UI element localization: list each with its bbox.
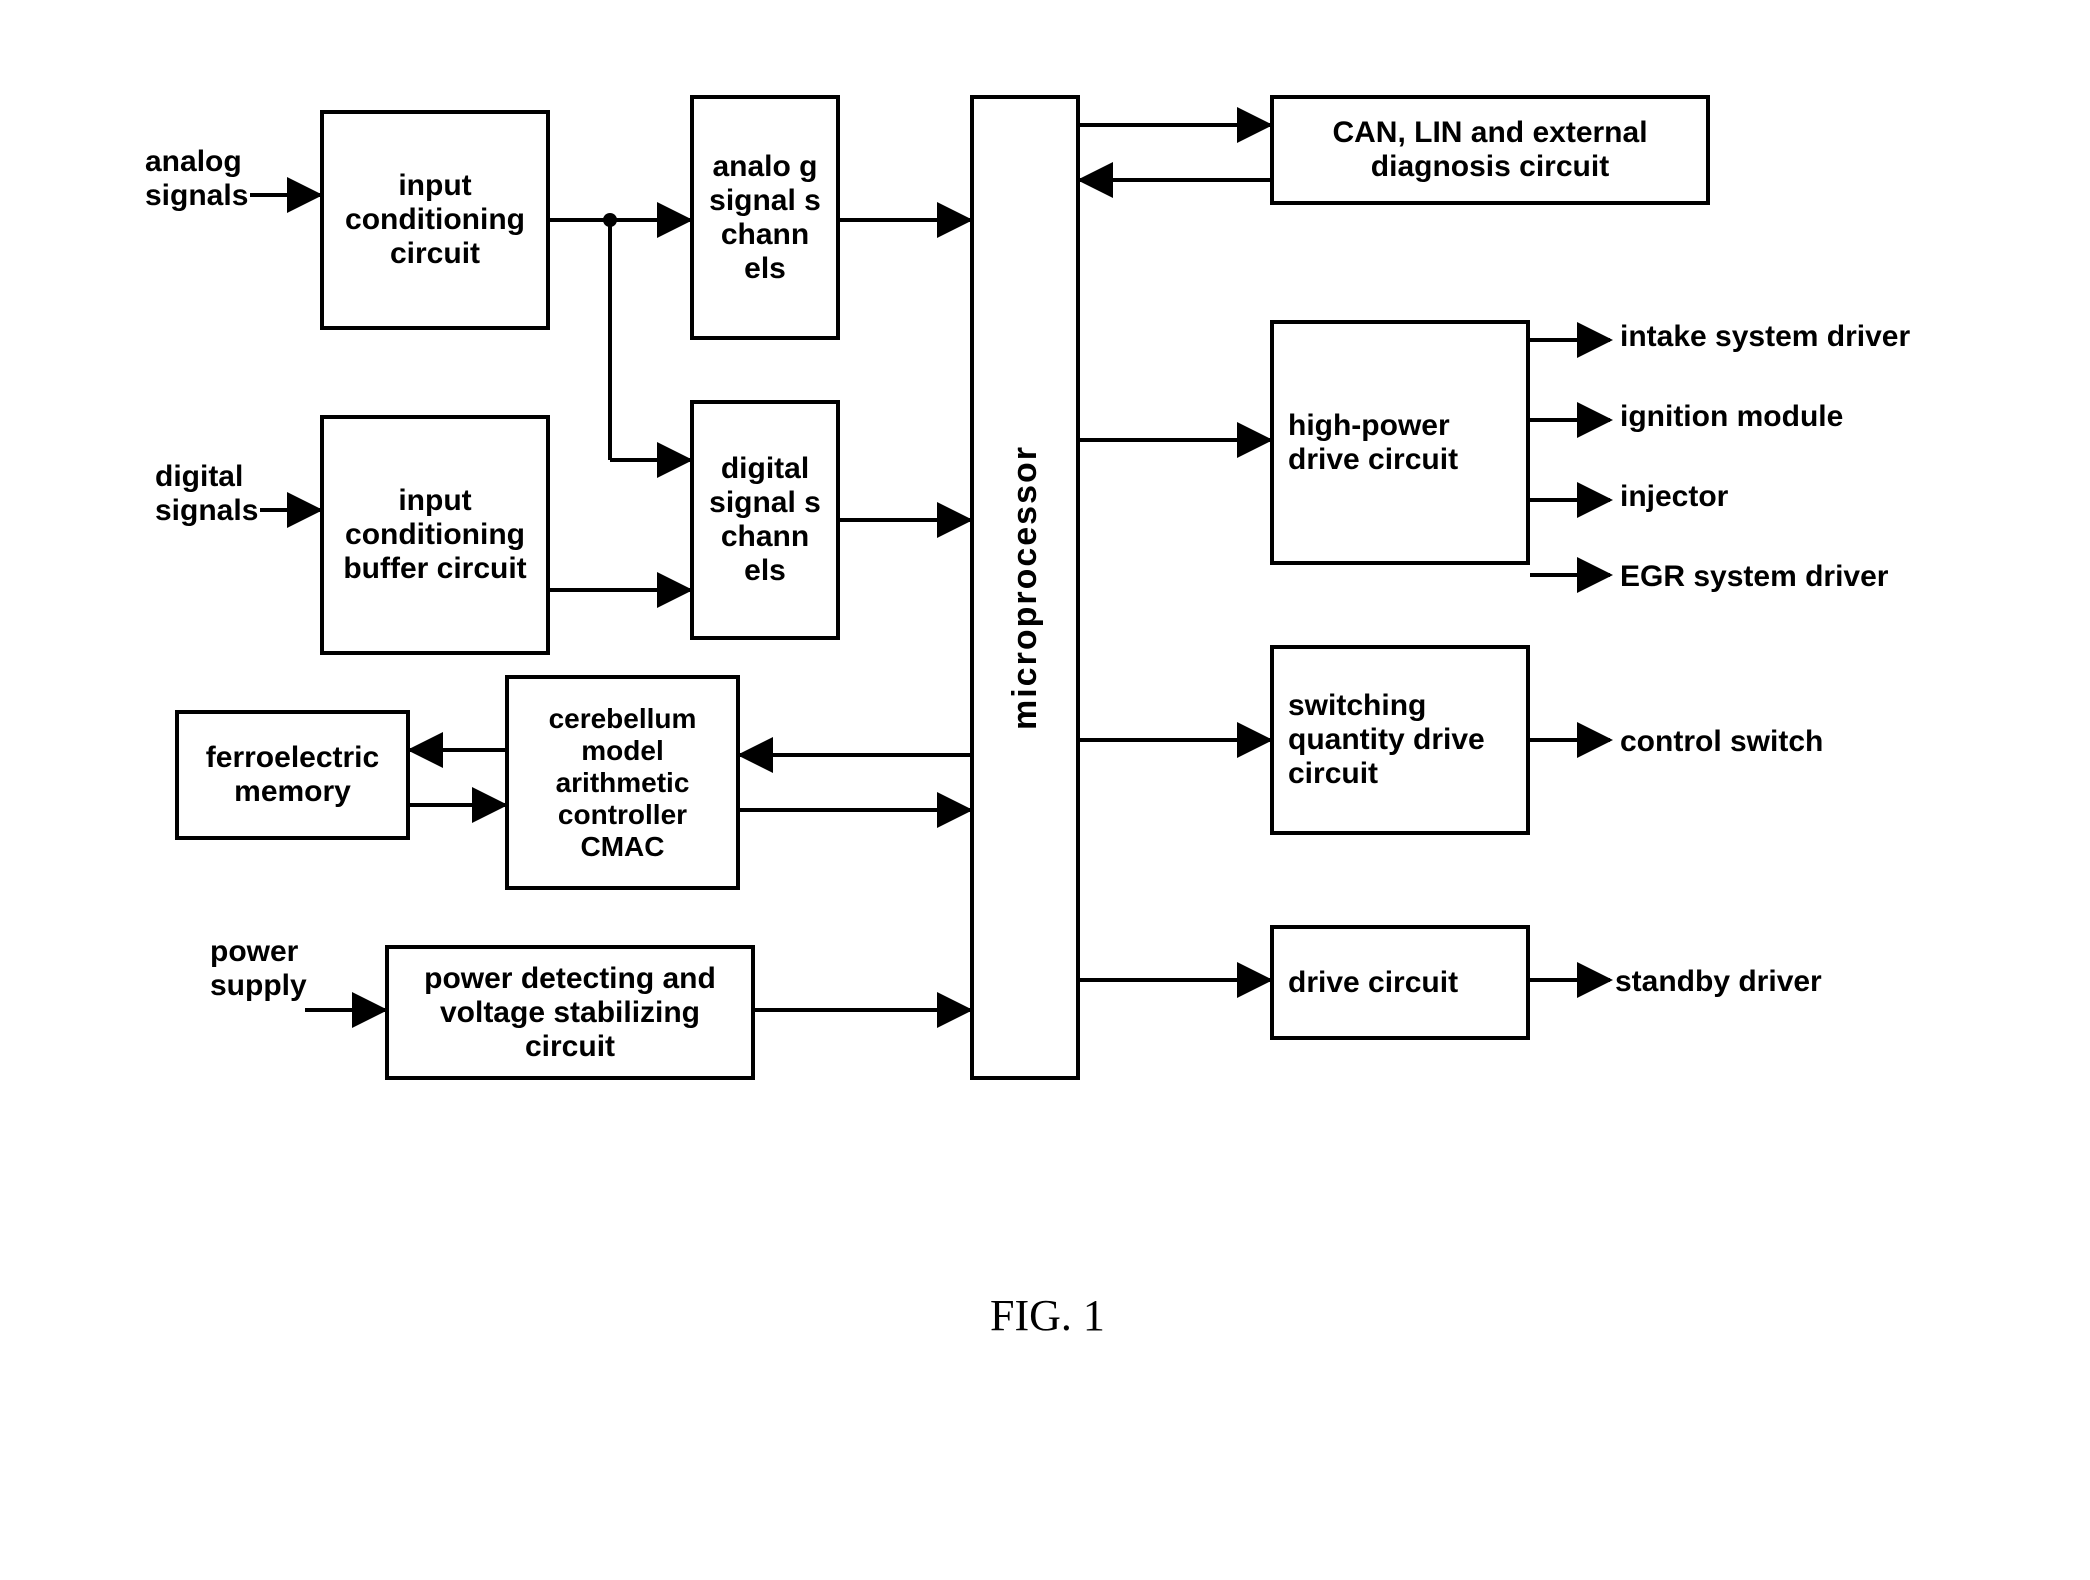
box-digital_ch: digital signal s chann els <box>690 400 840 640</box>
box-label: high-power drive circuit <box>1288 409 1520 477</box>
box-label: ferroelectric memory <box>185 741 400 809</box>
box-analog_ch: analo g signal s chann els <box>690 95 840 340</box>
diagram-canvas: FIG. 1 input conditioning circuit analo g… <box>0 0 2090 1580</box>
label-analog_sig: analog signals <box>145 145 248 213</box>
box-label: power detecting and voltage stabilizing … <box>395 962 745 1064</box>
label-ignition: ignition module <box>1620 400 1843 434</box>
box-input_cond_buf: input conditioning buffer circuit <box>320 415 550 655</box>
box-label: input conditioning buffer circuit <box>330 484 540 586</box>
box-label: microprocessor <box>1006 445 1045 730</box>
label-intake: intake system driver <box>1620 320 1910 354</box>
label-digital_sig: digital signals <box>155 460 258 528</box>
box-label: CAN, LIN and external diagnosis circuit <box>1280 116 1700 184</box>
box-switch: switching quantity drive circuit <box>1270 645 1530 835</box>
box-label: drive circuit <box>1288 966 1458 1000</box>
box-label: analo g signal s chann els <box>700 150 830 286</box>
label-ctrl_sw: control switch <box>1620 725 1823 759</box>
figure-caption: FIG. 1 <box>990 1290 1105 1341</box>
box-label: cerebellum model arithmetic controller C… <box>515 703 730 863</box>
box-input_cond: input conditioning circuit <box>320 110 550 330</box>
label-standby: standby driver <box>1615 965 1822 999</box>
box-micro: microprocessor <box>970 95 1080 1080</box>
box-label: digital signal s chann els <box>700 452 830 588</box>
box-label: input conditioning circuit <box>330 169 540 271</box>
label-power_sup: power supply <box>210 935 307 1003</box>
box-can: CAN, LIN and external diagnosis circuit <box>1270 95 1710 205</box>
box-drive: drive circuit <box>1270 925 1530 1040</box>
junction-dot <box>603 213 617 227</box>
box-ferro: ferroelectric memory <box>175 710 410 840</box>
label-injector: injector <box>1620 480 1728 514</box>
box-power: power detecting and voltage stabilizing … <box>385 945 755 1080</box>
box-cmac: cerebellum model arithmetic controller C… <box>505 675 740 890</box>
box-label: switching quantity drive circuit <box>1288 689 1520 791</box>
label-egr: EGR system driver <box>1620 560 1888 594</box>
box-hpdc: high-power drive circuit <box>1270 320 1530 565</box>
